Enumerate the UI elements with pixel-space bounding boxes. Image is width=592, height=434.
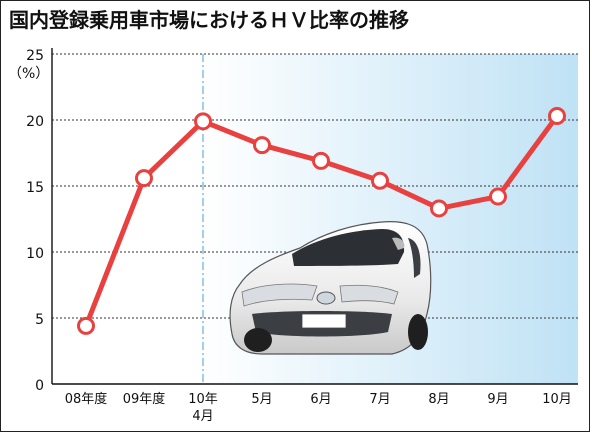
- data-point: [135, 169, 153, 188]
- data-point: [253, 136, 271, 155]
- data-point: [77, 316, 95, 335]
- y-tick-label: 10: [26, 246, 44, 262]
- y-tick-label: 25: [26, 48, 44, 64]
- chart-title: 国内登録乗用車市場におけるＨＶ比率の推移: [9, 8, 409, 32]
- y-tick-labels: 0 5 10 15 20 25: [26, 48, 44, 394]
- axes: [51, 48, 578, 385]
- data-point: [489, 187, 507, 206]
- y-tick-label: 0: [35, 378, 44, 394]
- data-point: [430, 199, 448, 218]
- data-point: [371, 171, 389, 190]
- x-tick-label: 10年 4月: [188, 392, 218, 424]
- x-tick-label: 7月: [369, 392, 390, 407]
- x-tick-label: 8月: [428, 392, 449, 407]
- x-tick-label: 5月: [251, 392, 272, 407]
- data-point: [312, 151, 330, 170]
- x-tick-labels: 08年度 09年度 10年 4月 5月 6月 7月 8月 9月 10月: [65, 391, 572, 424]
- x-tick-label: 10月: [542, 392, 572, 407]
- x-tick-label: 9月: [487, 392, 508, 407]
- x-tick-label: 6月: [310, 392, 331, 407]
- y-tick-label: 5: [35, 312, 44, 328]
- x-tick-label: 08年度: [65, 391, 108, 407]
- y-axis-unit: （%）: [8, 66, 49, 82]
- data-points: [77, 107, 566, 335]
- y-tick-label: 20: [26, 114, 44, 130]
- car-illustration: [229, 221, 432, 355]
- data-point: [194, 112, 212, 131]
- data-point: [548, 107, 566, 126]
- x-tick-label: 09年度: [123, 391, 166, 407]
- y-tick-label: 15: [26, 180, 44, 196]
